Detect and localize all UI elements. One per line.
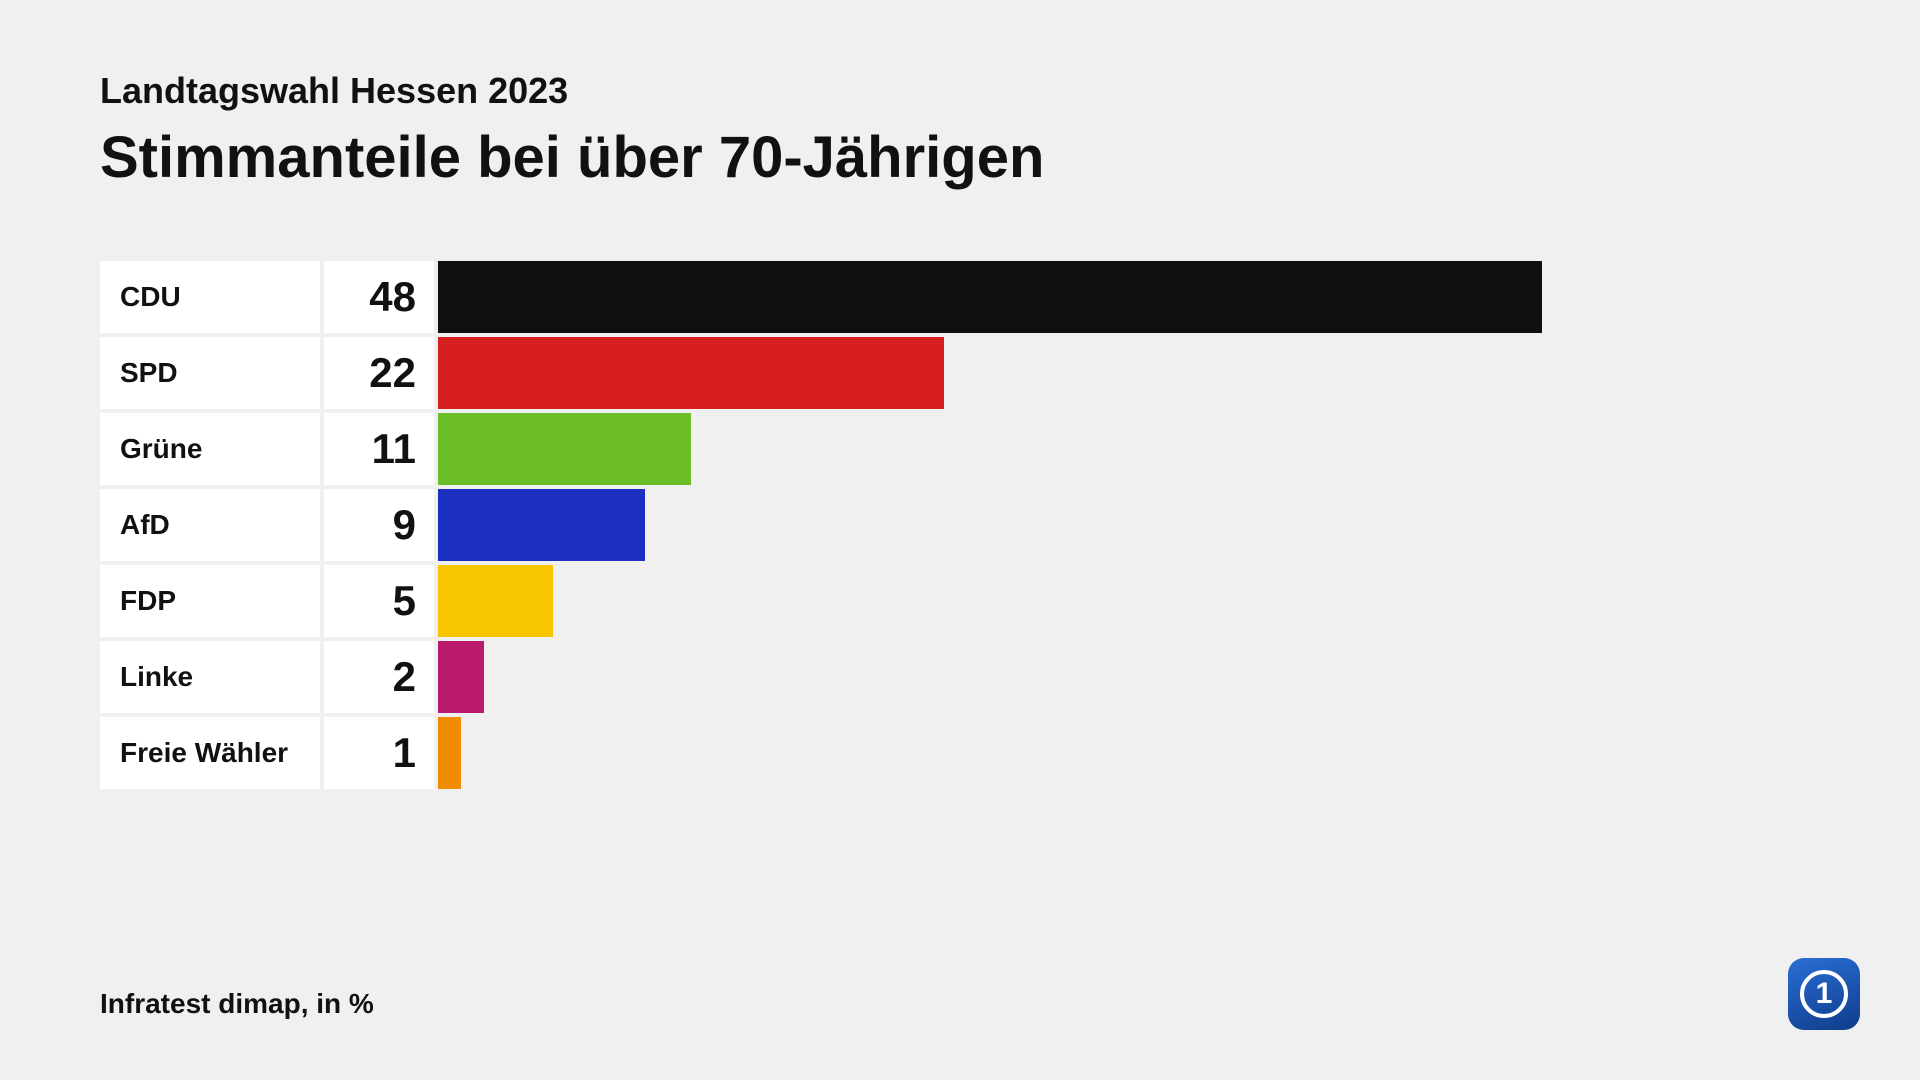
party-value: 2 [324, 641, 434, 713]
chart-row: Grüne11 [100, 413, 1820, 485]
bar-area [438, 717, 1820, 789]
chart-row: SPD22 [100, 337, 1820, 409]
bar [438, 565, 553, 637]
party-value: 9 [324, 489, 434, 561]
bar-area [438, 413, 1820, 485]
party-label: SPD [100, 337, 320, 409]
source-footer: Infratest dimap, in % [100, 988, 374, 1020]
bar [438, 489, 645, 561]
party-label: Linke [100, 641, 320, 713]
broadcaster-logo: 1 [1788, 958, 1860, 1030]
bar-area [438, 641, 1820, 713]
bar [438, 641, 484, 713]
chart-row: Linke2 [100, 641, 1820, 713]
party-label: AfD [100, 489, 320, 561]
chart-row: Freie Wähler1 [100, 717, 1820, 789]
chart-title: Stimmanteile bei über 70-Jährigen [100, 124, 1820, 191]
bar [438, 717, 461, 789]
chart-row: FDP5 [100, 565, 1820, 637]
broadcaster-logo-text: 1 [1800, 970, 1848, 1018]
bar [438, 261, 1542, 333]
party-value: 11 [324, 413, 434, 485]
bar-chart: CDU48SPD22Grüne11AfD9FDP5Linke2Freie Wäh… [100, 261, 1820, 793]
party-value: 1 [324, 717, 434, 789]
party-value: 5 [324, 565, 434, 637]
party-value: 48 [324, 261, 434, 333]
chart-subtitle: Landtagswahl Hessen 2023 [100, 70, 1820, 112]
chart-row: CDU48 [100, 261, 1820, 333]
bar-area [438, 489, 1820, 561]
bar-area [438, 565, 1820, 637]
party-label: Grüne [100, 413, 320, 485]
bar-area [438, 261, 1820, 333]
party-label: FDP [100, 565, 320, 637]
party-value: 22 [324, 337, 434, 409]
bar [438, 413, 691, 485]
bar-area [438, 337, 1820, 409]
bar [438, 337, 944, 409]
chart-row: AfD9 [100, 489, 1820, 561]
party-label: CDU [100, 261, 320, 333]
party-label: Freie Wähler [100, 717, 320, 789]
